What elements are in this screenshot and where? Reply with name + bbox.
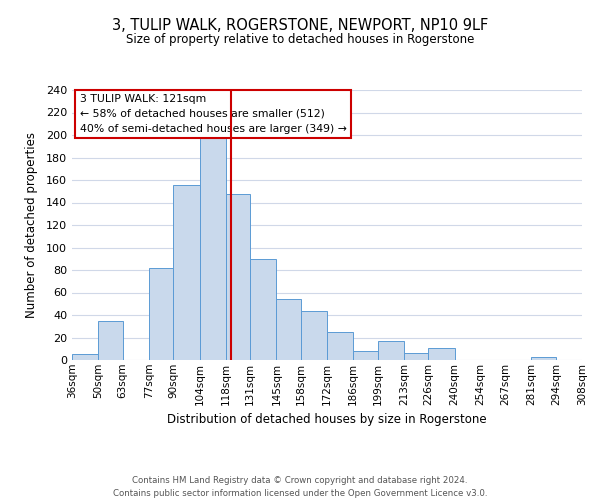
Bar [428,348,455,360]
Bar [72,354,98,360]
Bar [250,259,277,360]
Bar [532,356,556,360]
Bar [98,320,122,360]
Text: Size of property relative to detached houses in Rogerstone: Size of property relative to detached ho… [126,32,474,46]
Bar [149,268,173,360]
Text: 3, TULIP WALK, ROGERSTONE, NEWPORT, NP10 9LF: 3, TULIP WALK, ROGERSTONE, NEWPORT, NP10… [112,18,488,32]
Bar [301,310,327,360]
Y-axis label: Number of detached properties: Number of detached properties [25,132,38,318]
Bar [327,332,353,360]
Bar [377,341,404,360]
X-axis label: Distribution of detached houses by size in Rogerstone: Distribution of detached houses by size … [167,413,487,426]
Bar [277,299,301,360]
Bar [353,351,377,360]
Text: Contains HM Land Registry data © Crown copyright and database right 2024.
Contai: Contains HM Land Registry data © Crown c… [113,476,487,498]
Bar [404,353,428,360]
Bar [226,194,250,360]
Bar [199,134,226,360]
Text: 3 TULIP WALK: 121sqm
← 58% of detached houses are smaller (512)
40% of semi-deta: 3 TULIP WALK: 121sqm ← 58% of detached h… [80,94,347,134]
Bar [173,184,199,360]
